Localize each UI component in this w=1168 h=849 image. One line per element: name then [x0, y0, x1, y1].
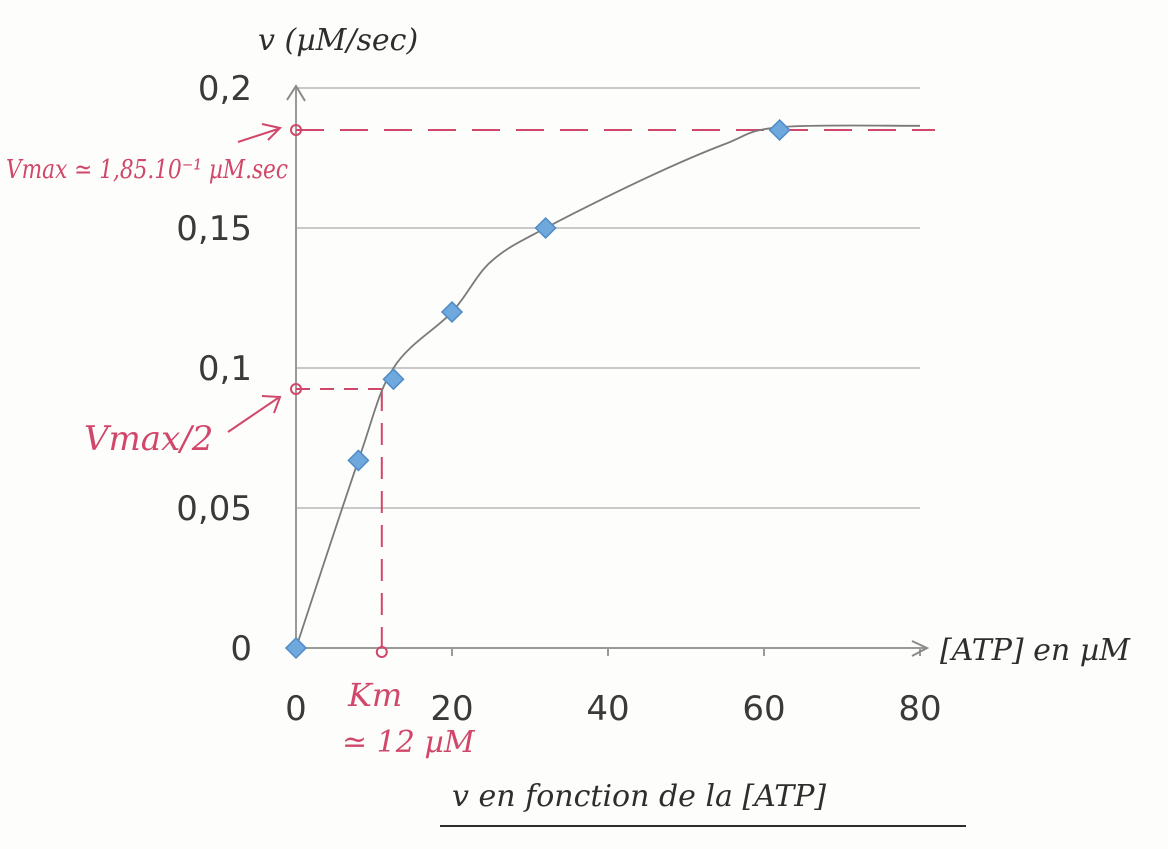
data-point [284, 636, 308, 660]
y-axis-title: v (µM/sec) [258, 23, 418, 58]
annotation-lines [227, 123, 935, 658]
x-axis-title: [ATP] en µM [940, 633, 1131, 668]
vmax-arrow [237, 128, 279, 143]
gridlines [296, 87, 920, 509]
x-tick-label: 80 [898, 689, 941, 729]
tick-labels: 0 0,05 0,1 0,15 0,2 0 20 40 60 80 [176, 69, 941, 729]
y-tick-label: 0,15 [176, 209, 252, 249]
data-point [534, 216, 557, 240]
x-tick-label: 40 [586, 689, 629, 729]
y-tick-label: 0,2 [198, 69, 252, 109]
data-point [440, 300, 464, 324]
km-value-label: ≃ 12 µM [342, 725, 476, 760]
text-labels: v (µM/sec) [ATP] en µM v en fonction de la… [6, 23, 1131, 827]
vmax-label: Vmax ≃ 1,85.10⁻¹ µM.sec [6, 155, 288, 185]
data-point [382, 368, 405, 391]
vmax-half-arrowhead [261, 395, 282, 414]
km-label: Km [347, 676, 402, 714]
data-point [768, 118, 791, 142]
data-point [347, 449, 370, 472]
y-axis-arrowhead [286, 84, 306, 102]
chart-title: v en fonction de la [ATP] [452, 779, 826, 814]
x-tick-label: 60 [742, 689, 785, 729]
y-tick-label: 0,05 [176, 489, 252, 529]
y-tick-label: 0,1 [198, 349, 252, 389]
trend-curve-layer [295, 124, 921, 649]
data-points [284, 118, 791, 660]
vmax-half-marker [290, 383, 302, 395]
x-tick-label: 0 [285, 689, 307, 729]
vmax-marker [290, 124, 302, 136]
vmax-half-arrow [227, 397, 279, 433]
km-marker [375, 646, 388, 658]
axes [286, 84, 930, 657]
trend-curve [295, 124, 921, 649]
x-axis-arrowhead [911, 640, 930, 657]
vmax-arrowhead [261, 123, 282, 141]
y-tick-label: 0 [230, 629, 252, 669]
x-tick-label: 20 [430, 689, 473, 729]
vmax-half-label: Vmax/2 [84, 419, 213, 459]
